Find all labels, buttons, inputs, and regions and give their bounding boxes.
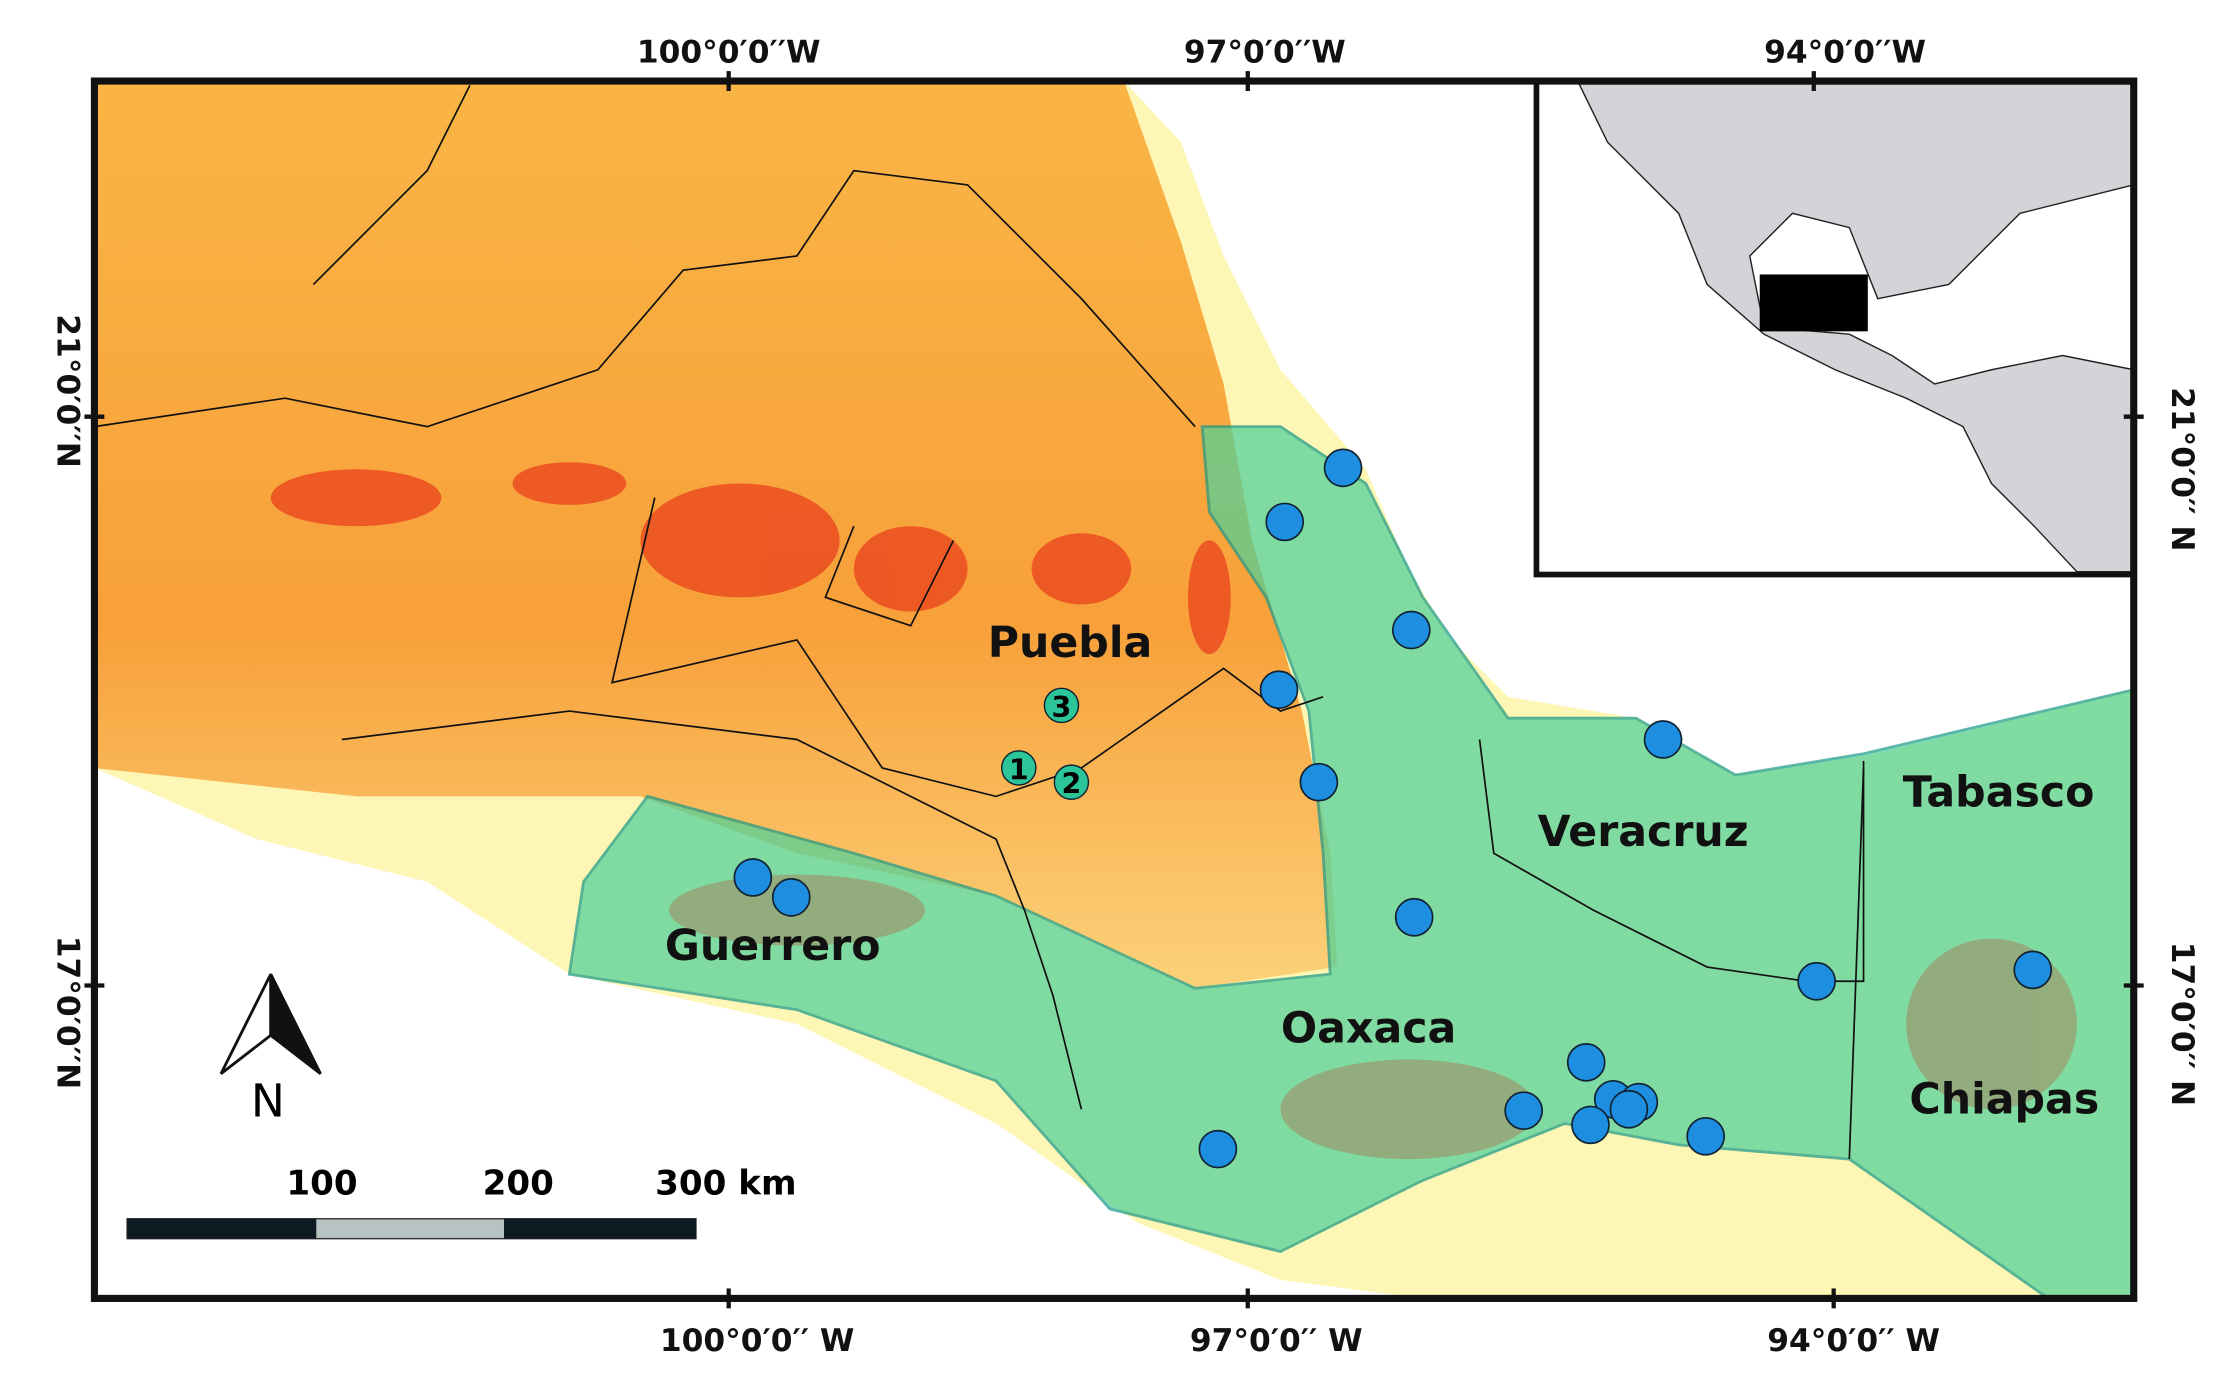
lat-label: 21°0′0′′ N bbox=[2164, 387, 2200, 551]
ticks bbox=[84, 71, 2144, 1309]
scale-label: 200 bbox=[483, 1164, 554, 1204]
state-label: Puebla bbox=[988, 618, 1153, 668]
lat-label: 21°0′0′′N bbox=[49, 314, 85, 468]
north-label: N bbox=[251, 1074, 285, 1127]
lon-label: 97°0′0′′W bbox=[1184, 35, 1346, 71]
lat-label: 17°0′0′′N bbox=[49, 936, 85, 1090]
site-label: 2 bbox=[1062, 768, 1082, 801]
lon-label: 94°0′0′′ W bbox=[1767, 1323, 1940, 1359]
study-sites: 1 2 3 bbox=[1001, 687, 1090, 801]
lon-label: 100°0′0′′W bbox=[637, 35, 821, 71]
sites-points bbox=[733, 448, 2053, 1169]
lon-label: 97°0′0′′ W bbox=[1190, 1323, 1363, 1359]
scale-label: 100 bbox=[286, 1164, 357, 1204]
pacific bbox=[94, 767, 1423, 1299]
lat-label: 17°0′0′′ N bbox=[2164, 942, 2200, 1106]
state-borders bbox=[94, 84, 1865, 1160]
state-label: Oaxaca bbox=[1281, 1003, 1456, 1053]
scale-bar: 100 200 300 km bbox=[126, 1164, 797, 1240]
state-label: Veracruz bbox=[1538, 807, 1749, 857]
range-area bbox=[567, 425, 2134, 1299]
inset bbox=[1533, 78, 2137, 578]
scale-label: 300 km bbox=[655, 1164, 796, 1204]
map-frame bbox=[90, 77, 2138, 1302]
state-label: Chiapas bbox=[1909, 1075, 2099, 1125]
high-elevation bbox=[270, 462, 1231, 655]
north-arrow: N bbox=[219, 973, 322, 1127]
lon-label: 94°0′0′′W bbox=[1764, 35, 1926, 71]
lon-label: 100°0′0′′ W bbox=[660, 1323, 855, 1359]
site-label: 1 bbox=[1009, 753, 1029, 786]
state-label: Tabasco bbox=[1903, 767, 2095, 817]
site-label: 3 bbox=[1052, 691, 1072, 724]
state-label: Guerrero bbox=[665, 921, 881, 971]
